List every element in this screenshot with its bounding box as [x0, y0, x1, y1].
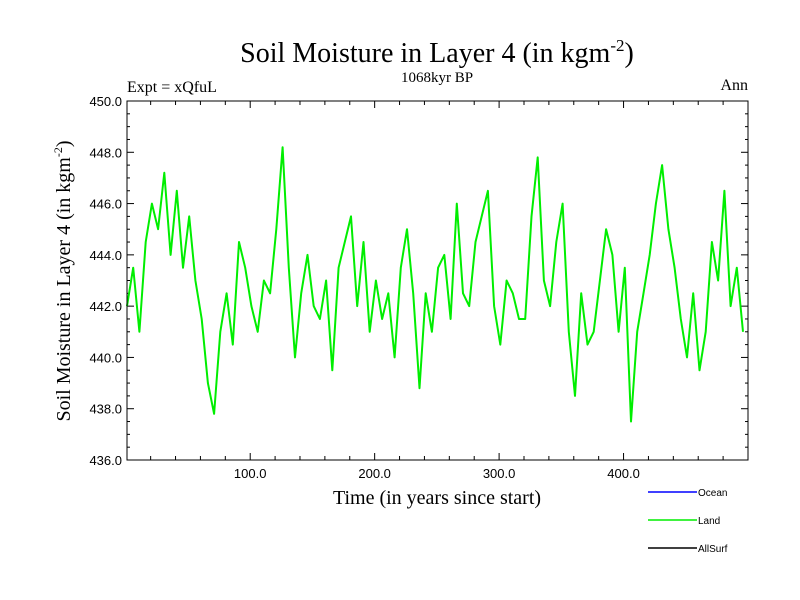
- legend: Ocean Land AllSurf: [648, 488, 728, 555]
- y-tick-label: 438.0: [89, 402, 122, 417]
- y-tick-label: 436.0: [89, 453, 122, 468]
- series-line-land: [126, 146, 744, 423]
- chart-subtitle: 1068kyr BP: [401, 70, 473, 86]
- experiment-label: Expt = xQfuL: [127, 79, 217, 96]
- plot-frame: [126, 100, 749, 461]
- x-tick-label: 300.0: [483, 466, 516, 481]
- x-tick-label: 400.0: [607, 466, 640, 481]
- x-axis-label: Time (in years since start): [333, 487, 541, 509]
- y-tick-label: 450.0: [89, 94, 122, 109]
- y-tick-label: 448.0: [89, 145, 122, 160]
- legend-label-land: Land: [698, 516, 720, 527]
- y-tick-label: 444.0: [89, 248, 122, 263]
- season-label: Ann: [720, 77, 748, 94]
- y-axis-label: Soil Moisture in Layer 4 (in kgm-2): [51, 140, 75, 421]
- y-axis-ticks: 436.0 438.0 440.0 442.0 444.0 446.0 448.0 450.0: [89, 94, 748, 468]
- chart-title: Soil Moisture in Layer 4 (in kgm-2): [240, 36, 634, 69]
- y-tick-label: 442.0: [89, 299, 122, 314]
- x-tick-label: 100.0: [234, 466, 267, 481]
- x-axis-ticks: 100.0 200.0 300.0 400.0: [150, 101, 724, 481]
- y-tick-label: 446.0: [89, 197, 122, 212]
- x-tick-label: 200.0: [358, 466, 391, 481]
- y-tick-label: 440.0: [89, 350, 122, 365]
- series-layer: [126, 146, 744, 423]
- legend-label-allsurf: AllSurf: [698, 544, 728, 555]
- legend-label-ocean: Ocean: [698, 488, 727, 499]
